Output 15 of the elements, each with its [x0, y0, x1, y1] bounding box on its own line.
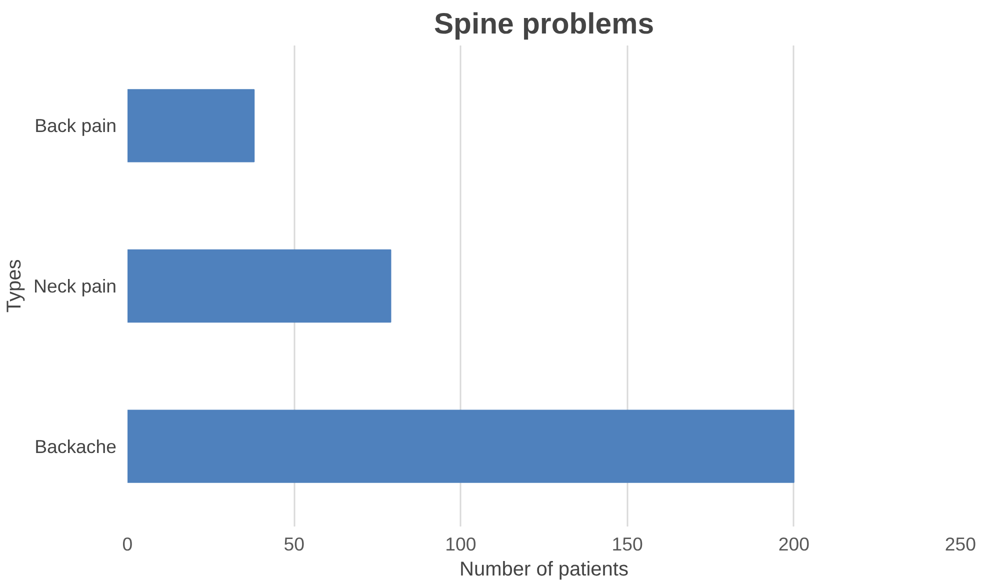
bar: [128, 410, 794, 483]
bar: [128, 249, 392, 323]
x-tick-label: 0: [122, 534, 133, 554]
chart-title: Spine problems: [434, 8, 654, 40]
x-tick-label: 50: [284, 534, 304, 554]
y-tick-label: Neck pain: [34, 276, 117, 296]
x-tick-label: 250: [944, 534, 976, 554]
x-axis-title: Number of patients: [460, 558, 628, 580]
y-tick-label: Back pain: [34, 115, 117, 136]
x-tick-label: 200: [778, 534, 810, 554]
x-tick-label: 150: [612, 534, 643, 554]
bar: [128, 89, 255, 162]
y-axis-title: Types: [4, 259, 26, 313]
x-tick-label: 100: [445, 534, 476, 554]
y-tick-label: Backache: [34, 436, 117, 457]
